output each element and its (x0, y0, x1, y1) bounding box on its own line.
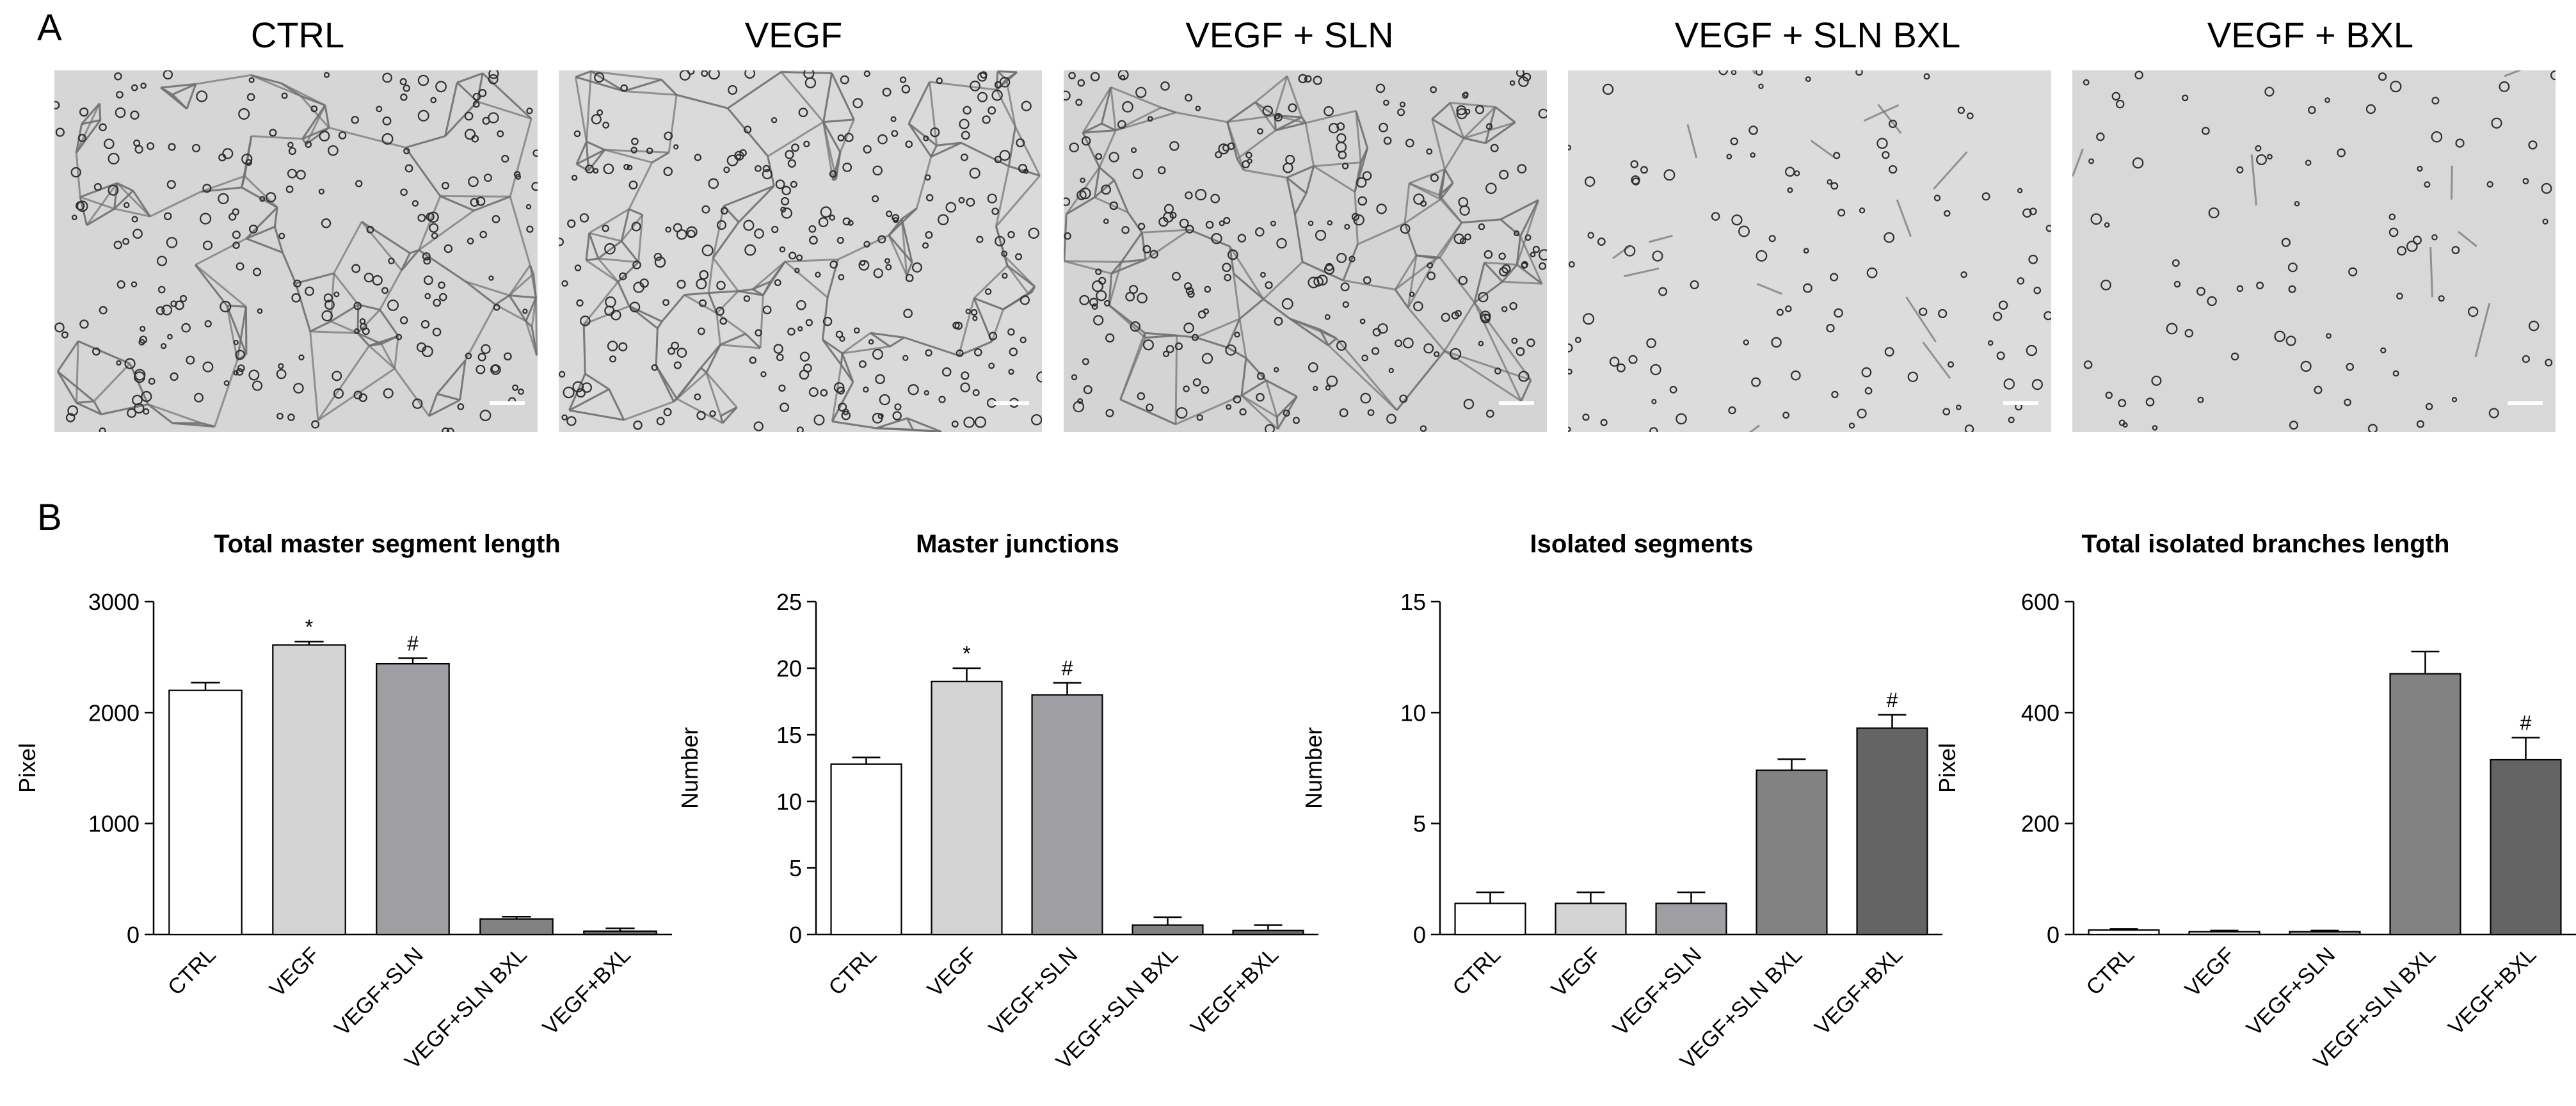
significance-marker: # (1062, 657, 1073, 680)
y-tick-label: 5 (1413, 811, 1426, 837)
micrograph-vegf-sln-bxl-texture (1568, 70, 2051, 432)
panel-letter-b: B (37, 497, 62, 538)
x-tick-label: VEGF+SLN (2242, 943, 2340, 1041)
y-tick-label: 0 (1413, 922, 1426, 948)
bar (479, 918, 554, 936)
y-tick-label: 15 (776, 722, 802, 748)
micrograph-vegf-sln-bxl (1568, 70, 2051, 432)
micrograph-vegf-sln (1064, 70, 1547, 432)
bar (583, 930, 657, 936)
y-tick-label: 600 (2021, 589, 2060, 615)
bar (2389, 673, 2461, 936)
micrograph-vegf-bxl (2072, 70, 2556, 432)
image-title-vegf-sln-bxl: VEGF + SLN BXL (1674, 15, 1961, 55)
bar (168, 689, 243, 936)
bar (2490, 758, 2562, 936)
y-axis-label: Number (1300, 727, 1327, 809)
bar (1031, 694, 1103, 936)
x-tick-label: VEGF+SLN (330, 943, 428, 1041)
y-tick-label: 15 (1400, 589, 1426, 615)
panel-letter-a: A (37, 7, 62, 49)
significance-marker: # (2520, 711, 2532, 734)
y-tick-label: 0 (789, 922, 802, 948)
micrograph-vegf (559, 70, 1042, 432)
micrograph-background (1568, 70, 2051, 432)
y-tick-label: 25 (776, 589, 802, 615)
bar (1655, 902, 1727, 936)
chart-title-master-junctions: Master junctions (916, 530, 1119, 558)
y-axis-label: Pixel (1934, 743, 1960, 793)
chart-0: 0 1000 2000 3000 Pixel CTRL * VEGF # VEGF+SLN VEGF… (14, 589, 672, 1074)
micrograph-background (2072, 70, 2556, 432)
bar (1756, 769, 1828, 936)
y-tick-label: 400 (2021, 700, 2060, 726)
significance-marker: # (407, 632, 419, 655)
bar (272, 644, 346, 936)
chart-title-master-segment-length: Total master segment length (214, 530, 561, 558)
micrograph-network (2072, 70, 2556, 432)
y-axis-label: Pixel (14, 743, 40, 793)
x-tick-label: VEGF (1547, 943, 1606, 1002)
bar (1232, 929, 1304, 936)
image-title-ctrl: CTRL (250, 15, 345, 55)
bar (2289, 931, 2361, 936)
significance-marker: * (305, 615, 313, 638)
micrograph-ctrl (54, 70, 538, 432)
image-title-vegf-sln: VEGF + SLN (1185, 15, 1394, 55)
bar (830, 763, 902, 936)
y-tick-label: 10 (1400, 700, 1426, 726)
significance-marker: * (963, 642, 970, 665)
x-tick-label: CTRL (163, 943, 221, 1000)
y-tick-label: 1000 (88, 811, 140, 837)
x-tick-label: VEGF+BXL (538, 943, 636, 1040)
bar (376, 662, 450, 936)
bar (1132, 924, 1204, 936)
bar (931, 680, 1003, 936)
micrograph-network (1568, 70, 2051, 432)
micrograph-vegf-texture (559, 70, 1042, 432)
x-tick-label: VEGF+SLN (984, 943, 1082, 1041)
y-tick-label: 0 (127, 922, 140, 948)
x-tick-label: VEGF (923, 943, 982, 1002)
bar (1454, 902, 1526, 936)
image-title-vegf: VEGF (744, 15, 843, 55)
bar (1555, 902, 1627, 936)
y-tick-label: 5 (789, 855, 802, 881)
bar (1856, 727, 1928, 936)
y-tick-label: 200 (2021, 811, 2060, 837)
significance-marker: # (1887, 689, 1898, 712)
chart-1: 0510152025NumberCTRL*VEGF#VEGF+SLNVEGF+S… (676, 589, 1318, 1074)
y-tick-label: 2000 (88, 700, 140, 726)
x-tick-label: VEGF+SLN (1608, 943, 1706, 1041)
y-tick-label: 3000 (88, 589, 140, 615)
micrograph-vegf-sln-texture (1064, 70, 1547, 432)
x-tick-label: VEGF+BXL (1810, 943, 1907, 1040)
micrograph-network (559, 70, 1042, 432)
bar (2188, 931, 2260, 936)
x-tick-label: CTRL (824, 943, 881, 1000)
x-tick-label: VEGF (265, 943, 324, 1002)
y-tick-label: 0 (2047, 922, 2060, 948)
x-tick-label: CTRL (2081, 943, 2139, 1000)
y-tick-label: 20 (776, 655, 802, 682)
micrograph-network (1064, 70, 1547, 432)
x-tick-label: VEGF (2180, 943, 2239, 1002)
x-tick-label: VEGF+BXL (2444, 943, 2541, 1040)
chart-title-isolated-branches-length: Total isolated branches length (2081, 530, 2450, 558)
y-axis-label: Number (676, 727, 703, 809)
x-tick-label: CTRL (1448, 943, 1505, 1000)
micrograph-network (54, 70, 538, 432)
micrograph-vegf-bxl-texture (2072, 70, 2556, 432)
micrograph-ctrl-texture (54, 70, 538, 432)
chart-title-isolated-segments: Isolated segments (1530, 530, 1754, 558)
bar (2088, 929, 2160, 936)
y-tick-label: 10 (776, 789, 802, 815)
x-tick-label: VEGF+BXL (1186, 943, 1283, 1040)
image-title-vegf-bxl: VEGF + BXL (2207, 15, 2414, 55)
